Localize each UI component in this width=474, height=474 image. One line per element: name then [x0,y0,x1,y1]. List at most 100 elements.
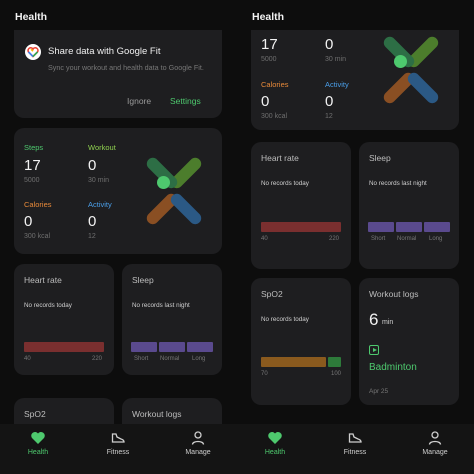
activity-summary-card[interactable]: 17 5000 0 30 min Calories 0 300 kcal Act… [251,30,459,130]
sleep-note: No records last night [369,180,427,187]
heart-rate-max: 220 [92,356,103,362]
workout-goal: 30 min [325,56,347,63]
nav-manage[interactable]: Manage [170,430,226,456]
heart-rate-bar-segment [24,342,104,352]
activity-ring [168,191,204,227]
calories-goal: 300 kcal [24,233,51,240]
sleep-card[interactable]: Sleep No records last night Short Normal… [359,142,459,269]
steps-goal: 5000 [261,56,277,63]
workout-duration-unit: min [382,319,394,326]
workout-value: 0 [325,36,334,53]
sleep-title: Sleep [132,275,154,285]
heart-rate-note: No records today [261,180,309,187]
calories-value: 0 [24,213,33,230]
activity-label: Activity [325,80,349,89]
google-fit-card: Share data with Google Fit Sync your wor… [14,30,222,118]
spo2-normal-segment [328,357,341,367]
sleep-bar [368,222,450,232]
workout-goal: 30 min [88,177,110,184]
activity-summary-card[interactable]: Steps 17 5000 Workout 0 30 min Calories … [14,128,222,254]
steps-progress-dot [157,176,170,189]
bottom-navigation: Health Fitness Manage [0,424,237,474]
heart-rate-title: Heart rate [24,275,62,285]
nav-manage-label: Manage [185,449,211,456]
nav-fitness[interactable]: Fitness [90,430,146,456]
sleep-normal-segment [396,222,422,232]
nav-fitness[interactable]: Fitness [327,430,383,456]
workout-label: Workout [88,143,116,152]
spo2-note: No records today [261,316,309,323]
google-fit-logo-icon [25,44,41,60]
calories-label: Calories [261,80,289,89]
heart-rate-min: 40 [261,236,268,242]
steps-value: 17 [261,36,278,53]
sleep-short-label: Short [134,356,149,362]
page-title: Health [15,11,48,23]
google-fit-title: Share data with Google Fit [48,46,161,57]
nav-health-label: Health [264,449,286,456]
sleep-title: Sleep [369,153,391,163]
heart-rate-note: No records today [24,302,72,309]
shoe-icon [111,433,125,443]
nav-health-label: Health [27,449,49,456]
sleep-normal-label: Normal [160,356,180,362]
steps-goal: 5000 [24,177,40,184]
settings-button[interactable]: Settings [170,96,201,106]
google-fit-description: Sync your workout and health data to Goo… [48,63,204,72]
sleep-long-segment [187,342,213,352]
heart-icon [31,432,45,444]
heart-rate-title: Heart rate [261,153,299,163]
activity-label: Activity [88,200,112,209]
activity-goal: 12 [88,233,96,240]
activity-ring [405,70,441,106]
workout-logs-card[interactable]: Workout logs 6 min Badminton Apr 25 [359,278,459,405]
spo2-title: SpO2 [24,409,46,419]
heart-rate-bar [24,342,104,352]
sleep-short-segment [368,222,394,232]
spo2-title: SpO2 [261,289,283,299]
sleep-long-label: Long [429,236,443,242]
heart-icon [268,432,282,444]
sleep-long-segment [424,222,450,232]
sleep-card[interactable]: Sleep No records last night Short Normal… [122,264,222,375]
page-title: Health [252,11,285,23]
workout-activity-name: Badminton [369,362,417,373]
health-screen-right: Health 17 5000 0 30 min Calories 0 300 k… [237,0,474,474]
ignore-button[interactable]: Ignore [127,96,152,106]
nav-manage[interactable]: Manage [407,430,463,456]
person-icon [428,431,442,445]
shoe-icon [348,433,362,443]
sleep-short-segment [131,342,157,352]
workout-type-icon [369,345,379,355]
sleep-bar [131,342,213,352]
workout-logs-title: Workout logs [132,409,182,419]
bottom-navigation: Health Fitness Manage [237,424,474,474]
heart-rate-min: 40 [24,356,31,362]
calories-goal: 300 kcal [261,113,288,120]
heart-rate-max: 220 [329,236,340,242]
steps-value: 17 [24,157,41,174]
heart-rate-bar [261,222,341,232]
nav-fitness-label: Fitness [106,449,130,456]
activity-rings-icon [140,155,208,227]
spo2-bar [261,357,341,367]
activity-goal: 12 [325,113,333,120]
sleep-normal-label: Normal [397,236,417,242]
spo2-max: 100 [331,371,342,377]
workout-date: Apr 25 [369,388,389,395]
workout-logs-title: Workout logs [369,289,419,299]
heart-rate-card[interactable]: Heart rate No records today 40 220 [251,142,351,269]
steps-label: Steps [24,143,44,152]
person-icon [191,431,205,445]
sleep-long-label: Long [192,356,206,362]
spo2-card[interactable]: SpO2 No records today 70 100 [251,278,351,405]
heart-rate-bar-segment [261,222,341,232]
nav-health[interactable]: Health [10,430,66,456]
spo2-min: 70 [261,371,268,377]
workout-value: 0 [88,157,97,174]
workout-duration-value: 6 [369,310,379,329]
nav-fitness-label: Fitness [343,449,367,456]
nav-health[interactable]: Health [247,430,303,456]
heart-rate-card[interactable]: Heart rate No records today 40 220 [14,264,114,375]
nav-manage-label: Manage [422,449,448,456]
